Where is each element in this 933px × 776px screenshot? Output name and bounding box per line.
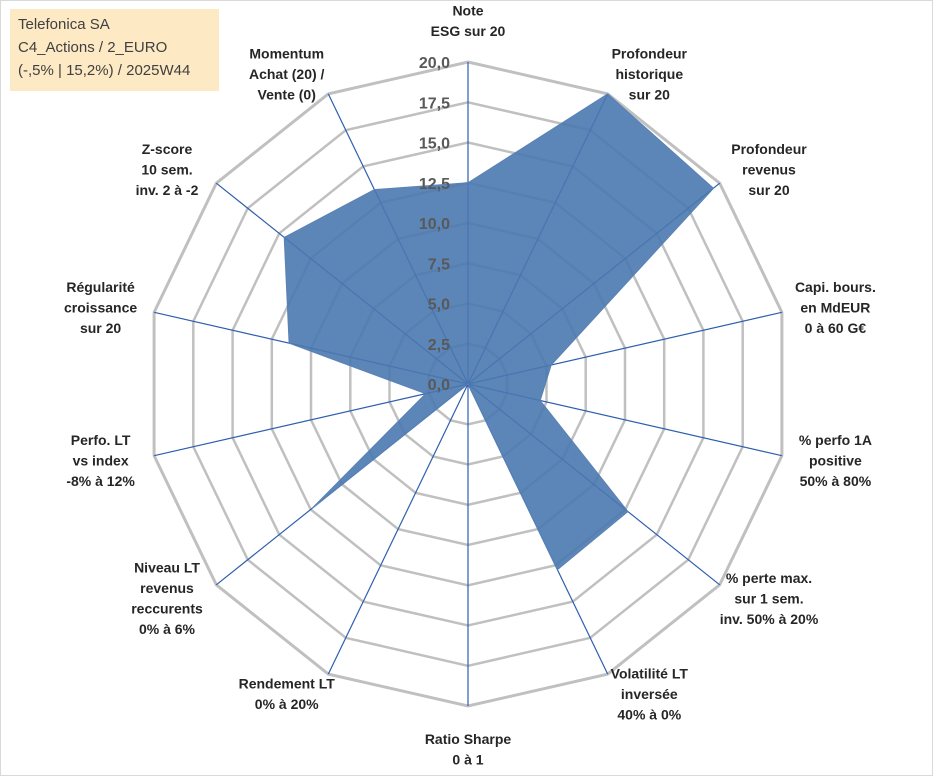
axis-label: Z-score	[142, 141, 193, 157]
axis-label: inversée	[621, 686, 678, 702]
axis-label: Momentum	[249, 46, 324, 62]
axis-spoke	[327, 383, 469, 675]
axis-label-group: Z-score 10 sem. inv. 2 à -2	[136, 141, 199, 198]
axis-label: Rendement LT	[239, 676, 336, 692]
axis-label: reccurents	[131, 601, 203, 617]
axis-label: ESG sur 20	[431, 23, 506, 39]
tick-label: 7,5	[428, 256, 450, 273]
axis-label: 40% à 0%	[617, 706, 681, 722]
title-line-1: Telefonica SA	[18, 16, 110, 33]
axis-label: sur 20	[748, 182, 789, 198]
axis-label: croissance	[64, 300, 137, 316]
axis-label-group: Note ESG sur 20	[431, 3, 506, 40]
axis-label-group: Niveau LT revenus reccurents 0% à 6%	[131, 560, 203, 638]
axis-label: inv. 50% à 20%	[720, 611, 819, 627]
axis-label: -8% à 12%	[66, 473, 135, 489]
axis-label: Vente (0)	[258, 87, 316, 103]
axis-label: positive	[809, 453, 862, 469]
axis-label: 0 à 60 G€	[805, 320, 867, 336]
axis-label-group: Rendement LT 0% à 20%	[239, 676, 336, 713]
chart-title-box: Telefonica SA C4_Actions / 2_EURO (-,5% …	[10, 9, 219, 91]
axis-label-group: Régularité croissance sur 20	[64, 279, 137, 336]
axis-label: 0% à 20%	[255, 696, 319, 712]
label-layer: Note ESG sur 20 Profondeur historique sur 20…	[64, 3, 876, 768]
tick-label: 5,0	[428, 297, 450, 314]
tick-label: 17,5	[419, 95, 450, 112]
tick-label: 10,0	[419, 216, 450, 233]
axis-label: Volatilité LT	[611, 665, 689, 681]
axis-label: Régularité	[66, 279, 135, 295]
axis-label: 0% à 6%	[139, 621, 196, 637]
axis-label: % perte max.	[726, 570, 812, 586]
axis-label-group: Ratio Sharpe 0 à 1	[425, 731, 512, 768]
axis-label-group: Profondeur revenus sur 20	[731, 141, 807, 198]
axis-label-group: % perte max. sur 1 sem. inv. 50% à 20%	[720, 570, 819, 627]
axis-label: 10 sem.	[141, 162, 192, 178]
tick-label: 0,0	[428, 377, 450, 394]
tick-label: 15,0	[419, 136, 450, 153]
tick-label: 12,5	[419, 176, 450, 193]
axis-label: Capi. bours.	[795, 279, 876, 295]
axis-spoke	[153, 383, 469, 457]
axis-label-group: Profondeur historique sur 20	[612, 46, 688, 103]
series-layer	[283, 93, 715, 571]
axis-label: sur 20	[80, 320, 121, 336]
axis-label: Perfo. LT	[71, 432, 131, 448]
axis-label-group: Volatilité LT inversée 40% à 0%	[611, 665, 689, 722]
axis-label: revenus	[140, 580, 194, 596]
title-line-3: (-,5% | 15,2%) / 2025W44	[18, 62, 191, 79]
axis-label: 0 à 1	[452, 752, 483, 768]
axis-label-group: Perfo. LT vs index -8% à 12%	[66, 432, 135, 489]
axis-label-group: Momentum Achat (20) / Vente (0)	[249, 46, 325, 103]
axis-label: Achat (20) /	[249, 66, 325, 82]
tick-label: 2,5	[428, 337, 450, 354]
axis-label: inv. 2 à -2	[136, 182, 199, 198]
axis-label: Ratio Sharpe	[425, 731, 512, 747]
axis-label: Profondeur	[731, 141, 807, 157]
axis-label: sur 20	[629, 87, 670, 103]
axis-label: Niveau LT	[134, 560, 200, 576]
axis-label: historique	[615, 66, 683, 82]
title-line-2: C4_Actions / 2_EURO	[18, 39, 168, 56]
axis-label-group: Capi. bours. en MdEUR 0 à 60 G€	[795, 279, 876, 336]
axis-label: revenus	[742, 162, 796, 178]
axis-label: sur 1 sem.	[734, 591, 803, 607]
series-area	[283, 93, 715, 571]
axis-label: vs index	[73, 453, 129, 469]
axis-label: Note	[452, 3, 483, 19]
axis-label: % perfo 1A	[799, 432, 872, 448]
axis-label: 50% à 80%	[800, 473, 872, 489]
axis-label: Profondeur	[612, 46, 688, 62]
tick-label: 20,0	[419, 55, 450, 72]
tick-layer: 0,0 2,5 5,0 7,5 10,0 12,5 15,0 17,5 20,0	[419, 55, 450, 394]
axis-label-group: % perfo 1A positive 50% à 80%	[799, 432, 872, 489]
axis-label: en MdEUR	[800, 300, 870, 316]
